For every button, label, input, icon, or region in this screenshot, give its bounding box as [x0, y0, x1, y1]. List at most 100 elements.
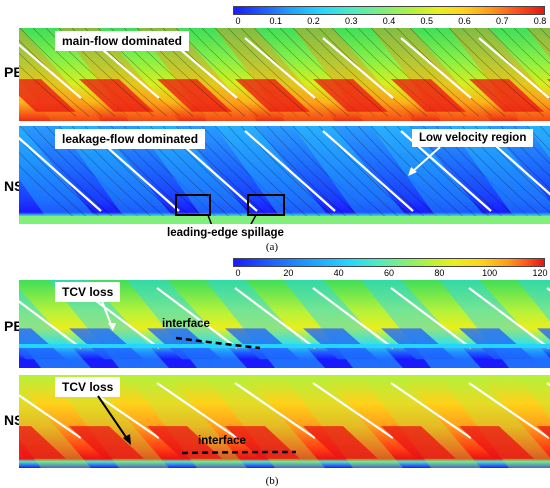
streamline [19, 165, 77, 220]
blade [478, 37, 550, 99]
flow-band [517, 280, 550, 322]
contour-pe-a [19, 28, 550, 121]
streamline [214, 126, 311, 220]
flow-band [147, 426, 222, 459]
streamline [279, 126, 376, 220]
flow-band [69, 426, 144, 459]
streamline [539, 28, 550, 39]
colorbar-a-tick-0: 0 [235, 16, 241, 26]
flow-band [19, 79, 76, 112]
streamline [526, 126, 550, 151]
colorbar-a-tick-4: 0.4 [382, 16, 396, 26]
streamline [19, 28, 116, 117]
flow-band [313, 79, 388, 112]
streamline [19, 126, 116, 220]
streamline [292, 126, 389, 220]
streamline [19, 138, 103, 220]
flow-band [59, 28, 179, 121]
label-tcv-loss-pe: TCV loss [55, 282, 121, 302]
colorbar-b-tick-5: 100 [482, 268, 498, 278]
flow-band [205, 375, 325, 468]
colorbar-b-tick-2: 40 [333, 268, 344, 278]
colorbar-a-tick-2: 0.2 [307, 16, 320, 26]
streamline [526, 28, 550, 52]
streamline [357, 126, 454, 220]
streamline [487, 28, 550, 88]
flow-band [235, 79, 310, 112]
streamline [253, 28, 350, 117]
flow-band [381, 328, 456, 360]
blade [468, 382, 550, 439]
label-leakage-flow-dominated: leakage-flow dominated [55, 129, 206, 149]
colorbar-b-tick-0: 0 [235, 268, 241, 278]
streamline [383, 126, 480, 220]
flow-band [459, 426, 534, 459]
streamline [383, 28, 480, 117]
streamline [19, 152, 90, 220]
flow-band [127, 375, 247, 468]
colorbar-a-tick-7: 0.7 [495, 16, 509, 26]
blade [244, 130, 336, 212]
flow-band [371, 126, 491, 224]
flow-band [225, 426, 300, 459]
streamline [461, 28, 550, 111]
flow-band [381, 426, 456, 459]
flow-band [19, 328, 66, 360]
spillage-box-2 [247, 194, 285, 216]
streamline [227, 126, 324, 220]
colorbar-b-tick-6: 120 [532, 268, 548, 278]
blade [312, 287, 394, 349]
streamline [539, 126, 550, 138]
streamline [448, 28, 545, 117]
colorbar-a-tick-5: 0.5 [420, 16, 434, 26]
colorbar-a-tick-8: 0.8 [533, 16, 547, 26]
label-main-flow-dominated: main-flow dominated [55, 31, 189, 51]
flow-band [303, 328, 378, 360]
colorbar-b-tick-1: 20 [283, 268, 294, 278]
flow-band [371, 28, 491, 121]
flow-band [469, 79, 544, 112]
flow-band [439, 375, 550, 468]
blade [322, 37, 394, 99]
flow-band [293, 126, 413, 224]
flow-band [449, 126, 550, 224]
streamline [266, 126, 363, 220]
label-tcv-loss-ns: TCV loss [55, 377, 121, 397]
streamline [331, 126, 428, 220]
blade [468, 287, 550, 349]
streamline [305, 28, 402, 117]
flow-band [147, 328, 222, 360]
streamline [253, 126, 350, 220]
label-leading-edge-spillage: leading-edge spillage [160, 224, 291, 242]
streamline [292, 28, 389, 117]
colorbar-b-tick-3: 60 [383, 268, 395, 278]
flow-band [59, 126, 179, 224]
colorbar-b [233, 258, 545, 267]
streamline [214, 28, 311, 117]
streamline [344, 126, 441, 220]
blade [19, 43, 82, 99]
colorbar-a-tick-6: 0.6 [458, 16, 471, 26]
flow-band [79, 79, 154, 112]
flow-band [361, 375, 481, 468]
flow-band [283, 375, 403, 468]
streamline [32, 126, 129, 220]
label-interface-pe: interface [162, 318, 210, 330]
colorbar-b-tick-4: 80 [434, 268, 445, 278]
blade [322, 130, 414, 212]
streamline [19, 65, 77, 117]
flow-band [459, 328, 534, 360]
flow-band [69, 328, 144, 360]
streamline [409, 28, 506, 117]
blade [156, 287, 238, 349]
colorbar-a [233, 6, 545, 15]
blade [390, 287, 472, 349]
caption-a: (a) [265, 241, 279, 253]
blade [312, 382, 394, 439]
label-low-velocity-region: Low velocity region [412, 129, 534, 147]
caption-b: (b) [265, 475, 279, 487]
streamline [227, 28, 324, 117]
flow-band [19, 426, 66, 459]
spillage-box-1 [175, 194, 211, 216]
